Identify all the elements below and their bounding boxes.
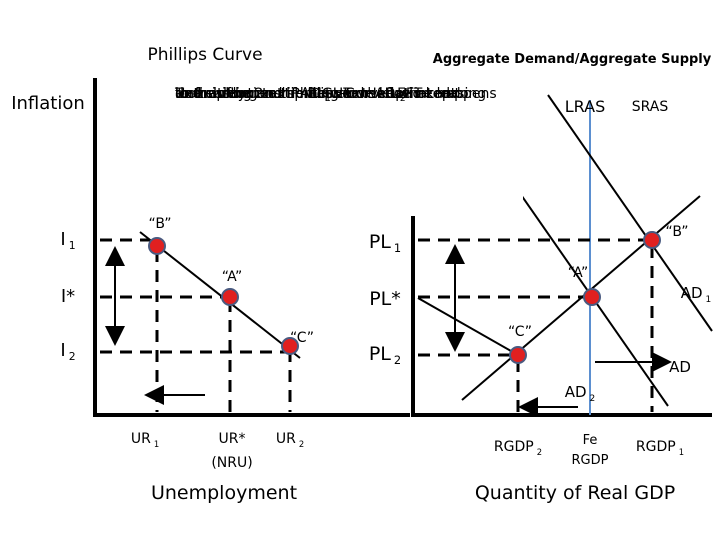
callout-text: to the relationship between Inflation an… (175, 86, 461, 102)
label: “B” (666, 224, 689, 240)
label-text: RGDP (494, 439, 534, 455)
label-text: PL (369, 343, 391, 365)
callout-line: to the relationship between Inflation an… (175, 86, 461, 102)
callout-text: Unemployment if AD (175, 86, 325, 102)
subscript: 1 (394, 241, 401, 255)
ad2-line (417, 297, 519, 356)
label-text: UR* (219, 431, 246, 447)
callout-text: curve kept increasing (331, 86, 486, 102)
ad1-line (547, 94, 713, 332)
callout-text: decreasing and shifting to the LEFT (175, 86, 423, 102)
callout-box (165, 78, 523, 216)
label-text: I (60, 340, 65, 361)
phillips-curve (139, 231, 301, 359)
callout-line: look at the 2 extremes and see what happ… (175, 86, 497, 102)
subscript: 1 (325, 94, 331, 104)
label: (NRU) (211, 455, 252, 471)
label: Fe (583, 433, 598, 448)
label-text: UR (131, 431, 151, 447)
label-text: PL (369, 231, 391, 253)
label-text: RGDP (636, 439, 676, 455)
label-text: UR (276, 431, 296, 447)
point (583, 288, 601, 306)
label: PL 1 (369, 231, 401, 255)
subscript: 1 (69, 239, 76, 252)
label: Quantity of Real GDP (475, 482, 675, 504)
label: AD 2 (565, 383, 596, 404)
subscript: 2 (299, 439, 304, 449)
label: PL 2 (369, 343, 401, 367)
callout-text: is kept (406, 86, 457, 102)
label-text: PL* (369, 288, 401, 310)
label: “B” (149, 216, 172, 232)
label: “C” (508, 324, 532, 340)
callout-text: look at the 2 extremes and see what happ… (175, 86, 497, 102)
label: RGDP 1 (636, 439, 684, 457)
subscript: 2 (394, 353, 401, 367)
label: “C” (290, 330, 314, 346)
callout-text: and shifting to the RIGHT or AD (175, 86, 400, 102)
subscript: 2 (537, 447, 542, 457)
callout-line: Unemployment if AD 1 curve kept increasi… (175, 86, 486, 104)
label-text: I (60, 229, 65, 250)
callout-text: To finish out our Phillips Curve we need… (174, 86, 497, 104)
left-graph (93, 78, 410, 417)
subscript: 1 (679, 447, 684, 457)
label: UR 2 (276, 431, 304, 449)
label: AD 1 (681, 284, 712, 305)
point (221, 288, 239, 306)
callout-line: and shifting to the RIGHT or AD 2 is kep… (175, 86, 457, 104)
label: AD (669, 358, 691, 376)
label-text: AD (669, 358, 691, 376)
label: LRAS (565, 97, 605, 116)
label: UR 1 (131, 431, 159, 449)
label: “A” (568, 265, 589, 281)
callout-line: decreasing and shifting to the LEFT (175, 86, 423, 102)
label: RGDP (572, 453, 609, 468)
subscript: 1 (154, 439, 159, 449)
point (148, 237, 166, 255)
subscript: 1 (706, 295, 712, 305)
label-text: AD (681, 284, 703, 302)
label: RGDP 2 (494, 439, 542, 457)
callout-line: To finish out our Phillips Curve we need… (174, 86, 469, 102)
label: Unemployment (151, 482, 297, 504)
point (281, 337, 299, 355)
label: PL* (369, 288, 401, 310)
label: Phillips Curve (147, 45, 262, 65)
label-text: I* (61, 286, 75, 307)
label-text: AD (565, 383, 587, 401)
subscript: 2 (590, 394, 596, 404)
label: Aggregate Demand/Aggregate Supply (433, 52, 712, 67)
label: I* (61, 286, 75, 307)
callout-text: To finish out our Phillips Curve we need… (174, 86, 469, 102)
label: SRAS (632, 99, 669, 115)
point (643, 231, 661, 249)
label: “A” (222, 269, 243, 285)
label: UR* (219, 431, 246, 447)
subscript: 2 (400, 94, 406, 104)
point (509, 346, 527, 364)
subscript: 2 (69, 350, 76, 363)
label: Inflation (11, 93, 85, 114)
